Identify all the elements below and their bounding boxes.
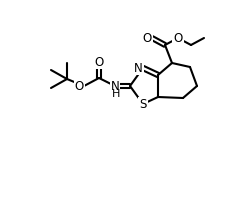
Text: O: O [173, 31, 183, 45]
Text: S: S [139, 98, 147, 110]
Text: N: N [111, 79, 119, 92]
Text: H: H [112, 89, 120, 99]
Text: O: O [94, 55, 104, 68]
Text: N: N [134, 62, 143, 74]
Text: O: O [75, 79, 84, 92]
Text: O: O [143, 31, 152, 45]
